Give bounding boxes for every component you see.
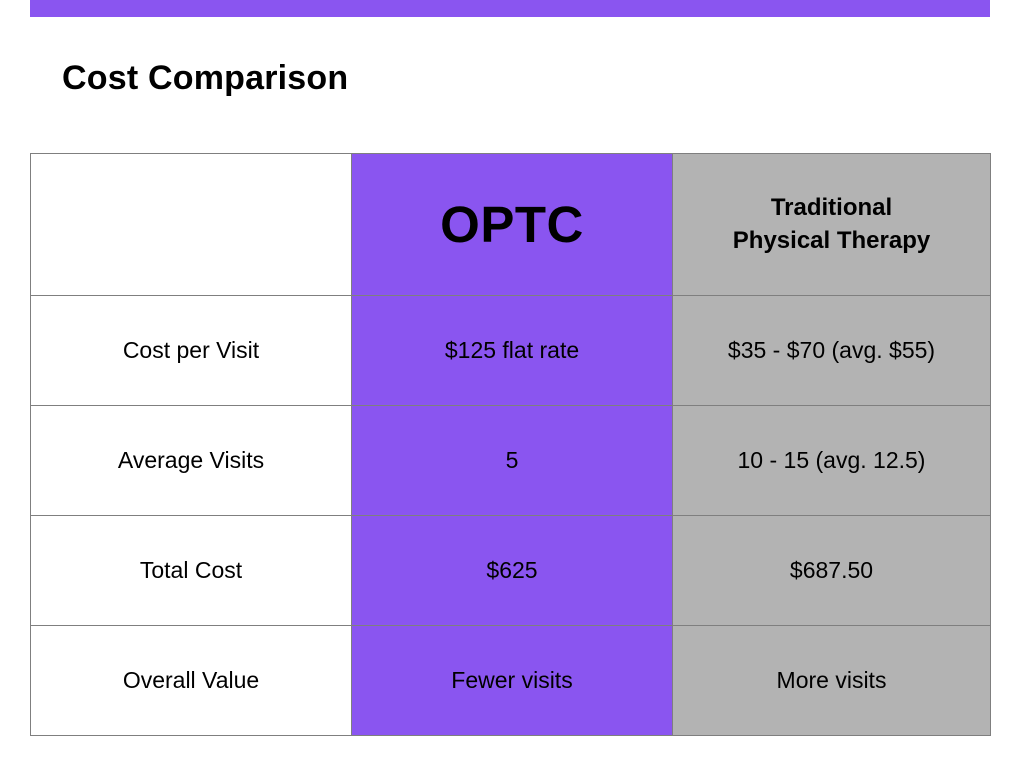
row-label-total-cost: Total Cost (30, 515, 352, 626)
table-row-cost-per-visit: Cost per Visit $125 flat rate $35 - $70 … (30, 295, 991, 406)
cell-optc-average-visits: 5 (351, 405, 673, 516)
cell-optc-overall-value: Fewer visits (351, 625, 673, 736)
table-row-overall-value: Overall Value Fewer visits More visits (30, 625, 991, 736)
table-row-total-cost: Total Cost $625 $687.50 (30, 515, 991, 626)
cell-optc-total-cost: $625 (351, 515, 673, 626)
cell-traditional-total-cost: $687.50 (672, 515, 991, 626)
table-row-average-visits: Average Visits 5 10 - 15 (avg. 12.5) (30, 405, 991, 516)
top-accent-bar (30, 0, 990, 17)
row-label-cost-per-visit: Cost per Visit (30, 295, 352, 406)
cell-traditional-cost-per-visit: $35 - $70 (avg. $55) (672, 295, 991, 406)
slide-title: Cost Comparison (62, 59, 349, 97)
row-label-overall-value: Overall Value (30, 625, 352, 736)
header-cell-blank (30, 153, 352, 296)
cell-optc-cost-per-visit: $125 flat rate (351, 295, 673, 406)
row-label-average-visits: Average Visits (30, 405, 352, 516)
header-cell-optc: OPTC (351, 153, 673, 296)
cell-traditional-overall-value: More visits (672, 625, 991, 736)
cost-comparison-table: OPTC Traditional Physical Therapy Cost p… (30, 153, 991, 736)
cell-traditional-average-visits: 10 - 15 (avg. 12.5) (672, 405, 991, 516)
header-cell-traditional: Traditional Physical Therapy (672, 153, 991, 296)
table-header-row: OPTC Traditional Physical Therapy (30, 153, 991, 296)
